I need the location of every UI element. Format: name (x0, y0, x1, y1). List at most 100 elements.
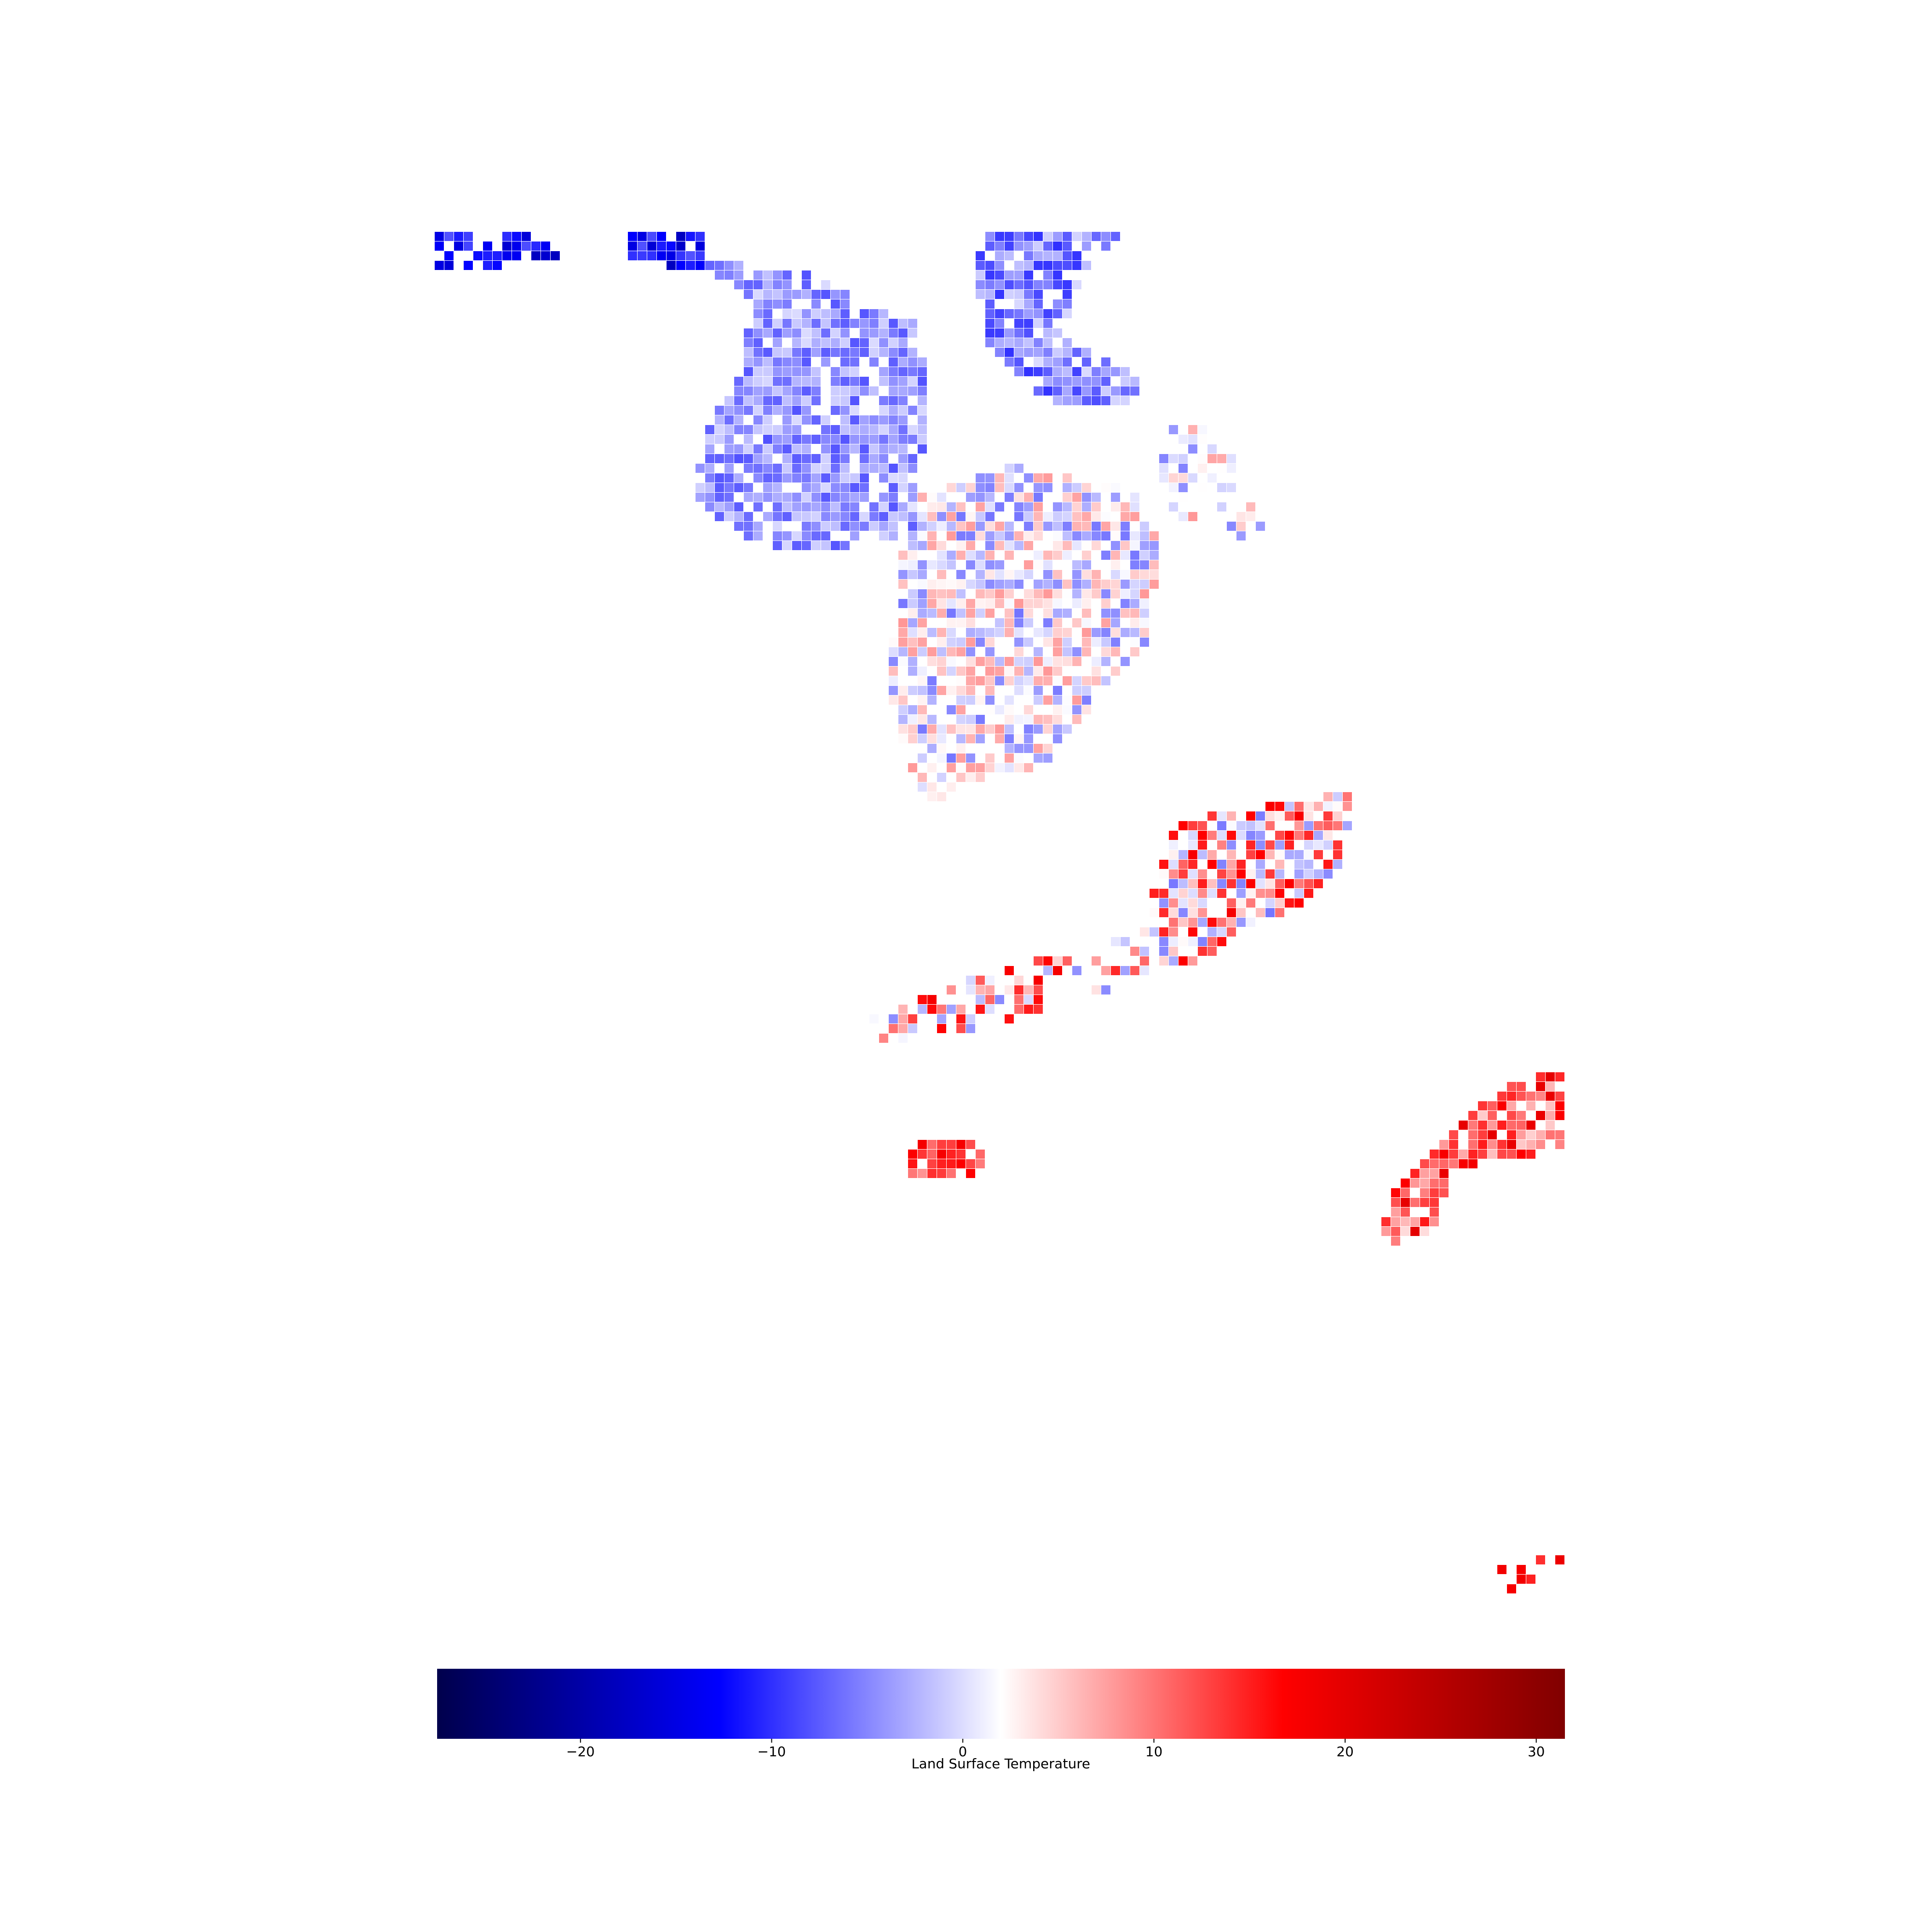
map-cell (1111, 570, 1120, 579)
map-cell (811, 541, 821, 550)
map-cell (763, 493, 772, 502)
map-cell (889, 493, 898, 502)
map-cell (1217, 937, 1226, 946)
map-cell (840, 309, 850, 318)
map-cell (1198, 879, 1207, 888)
map-cell (1217, 454, 1226, 463)
map-cell (1497, 1092, 1506, 1101)
map-cell (724, 415, 734, 425)
map-cell (947, 609, 956, 618)
map-cell (773, 396, 782, 405)
map-cell (850, 386, 859, 396)
map-cell (1053, 357, 1062, 367)
map-cell (860, 512, 869, 521)
map-cell (985, 985, 994, 994)
map-cell (1130, 580, 1139, 589)
map-cell (705, 493, 714, 502)
map-cell (1014, 638, 1023, 647)
map-cell (724, 261, 734, 270)
map-cell (927, 580, 937, 589)
map-cell (1043, 589, 1052, 598)
map-cell (947, 753, 956, 763)
map-cell (956, 502, 966, 511)
map-cell (1005, 493, 1014, 502)
map-cell (1121, 396, 1130, 405)
map-cell (782, 435, 792, 444)
map-cell (889, 464, 898, 473)
map-cell (1198, 821, 1207, 830)
map-cell (1208, 811, 1217, 821)
map-cell (1082, 357, 1091, 367)
map-cell (898, 657, 908, 666)
map-cell (1401, 1227, 1410, 1236)
map-cell (850, 367, 859, 376)
map-cell (1024, 309, 1033, 318)
map-cell (1198, 898, 1207, 908)
map-cell (956, 1159, 966, 1168)
map-cell (908, 686, 917, 695)
map-cell (1063, 242, 1072, 251)
map-cell (956, 589, 966, 598)
map-cell (976, 985, 985, 994)
map-cell (995, 667, 1004, 676)
map-cell (1024, 232, 1033, 241)
map-cell (1497, 1565, 1506, 1574)
map-cell (1169, 937, 1178, 946)
map-cell (995, 580, 1004, 589)
map-cell (898, 1034, 908, 1043)
map-cell (1208, 927, 1217, 937)
map-cell (1053, 966, 1062, 975)
map-cell (734, 406, 743, 415)
map-cell (753, 348, 763, 357)
map-cell (1092, 522, 1101, 531)
map-cell (1140, 580, 1149, 589)
map-cell (976, 483, 985, 492)
map-cell (811, 473, 821, 483)
map-cell (956, 734, 966, 743)
map-cell (792, 531, 801, 540)
map-cell (1024, 512, 1033, 521)
map-cell (1179, 493, 1188, 502)
map-cell (1043, 270, 1052, 280)
map-cell (947, 483, 956, 492)
map-cell (927, 995, 937, 1004)
map-cell (502, 242, 511, 251)
map-cell (1526, 1121, 1535, 1130)
map-cell (763, 406, 772, 415)
map-cell (976, 280, 985, 289)
map-cell (821, 493, 830, 502)
map-cell (927, 560, 937, 569)
map-cell (918, 647, 927, 656)
map-cell (1294, 831, 1304, 840)
map-cell (1063, 483, 1072, 492)
map-cell (1121, 551, 1130, 560)
map-cell (1092, 985, 1101, 994)
map-cell (1005, 580, 1014, 589)
map-cell (947, 686, 956, 695)
map-cell (908, 657, 917, 666)
colorbar-tick-label: −10 (757, 1744, 786, 1760)
map-cell (985, 328, 994, 338)
colorbar: −20 −10 0 10 20 30 Land Surface Temperature (437, 1669, 1565, 1772)
map-cell (753, 309, 763, 318)
map-cell (985, 667, 994, 676)
map-cell (976, 290, 985, 299)
map-cell (464, 232, 473, 241)
map-cell (1265, 840, 1275, 850)
map-cell (927, 676, 937, 685)
map-cell (889, 367, 898, 376)
map-cell (705, 502, 714, 511)
map-cell (1517, 1121, 1526, 1130)
map-cell (1468, 1150, 1477, 1159)
map-cell (985, 609, 994, 618)
map-cell (1265, 869, 1275, 879)
map-cell (1497, 1101, 1506, 1110)
map-cell (898, 386, 908, 396)
map-cell (1063, 724, 1072, 734)
map-cell (908, 1150, 917, 1159)
map-cell (1005, 348, 1014, 357)
map-cell (1236, 522, 1246, 531)
map-cell (976, 696, 985, 705)
map-cell (792, 309, 801, 318)
map-cell (898, 551, 908, 560)
